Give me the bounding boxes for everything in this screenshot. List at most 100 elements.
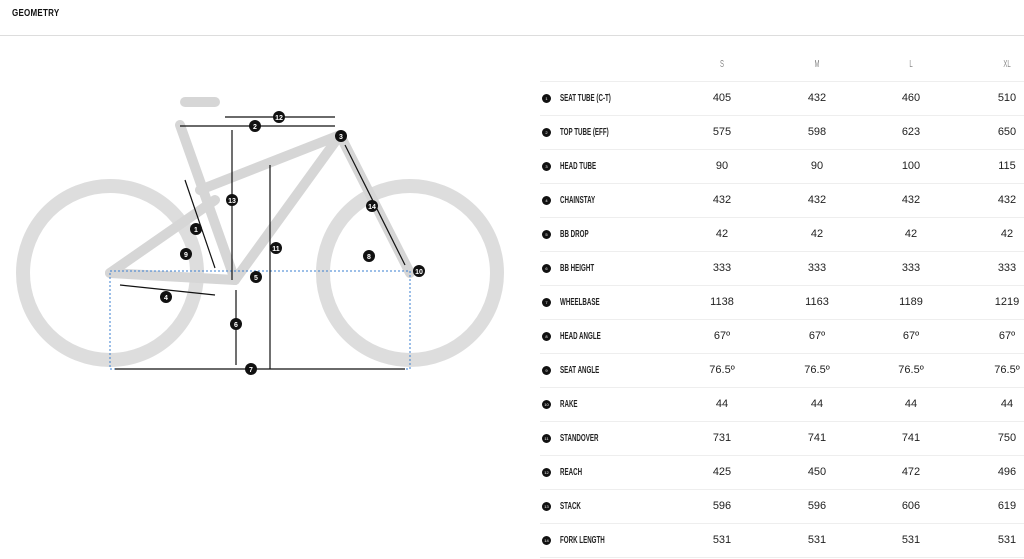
measurement-value: 90: [810, 160, 824, 172]
measurement-value: 67º: [808, 330, 826, 342]
measurement-value: 1189: [899, 296, 923, 308]
size-header: S: [719, 59, 724, 70]
number-badge: 3: [542, 162, 551, 171]
measurement-label: SEAT ANGLE: [560, 365, 600, 376]
number-badge: 13: [542, 502, 551, 511]
measurement-label: HEAD TUBE: [560, 161, 597, 172]
table-row: 2 TOP TUBE (EFF) 575 598 623 650: [540, 116, 1024, 150]
measurement-value: 333: [807, 262, 827, 274]
measurement-value: 650: [997, 126, 1017, 138]
table-row: 6 BB HEIGHT 333 333 333 333: [540, 252, 1024, 286]
measurement-value: 432: [807, 92, 827, 104]
measurement-label: REACH: [560, 467, 583, 478]
marker-number: 9: [184, 252, 188, 259]
measurement-value: 42: [715, 228, 729, 240]
measurement-value: 623: [901, 126, 921, 138]
marker-number: 7: [249, 367, 253, 374]
section-title: GEOMETRY: [12, 8, 60, 19]
diagram-marker: 13: [226, 194, 238, 206]
measurement-value: 741: [807, 432, 827, 444]
diagram-marker: 10: [413, 265, 425, 277]
number-badge: 2: [542, 128, 551, 137]
measurement-value: 731: [712, 432, 732, 444]
table-row: 3 HEAD TUBE 90 90 100 115: [540, 150, 1024, 184]
table-row: 11 STANDOVER 731 741 741 750: [540, 422, 1024, 456]
table-row: 1 SEAT TUBE (C-T) 405 432 460 510: [540, 82, 1024, 116]
diagram-marker: 11: [270, 242, 282, 254]
divider: [0, 35, 1024, 36]
measurement-value: 44: [715, 398, 729, 410]
measurement-value: 76.5º: [804, 364, 830, 376]
measurement-value: 432: [712, 194, 732, 206]
measurement-label: RAKE: [560, 399, 578, 410]
number-badge: 14: [542, 536, 551, 545]
measurement-value: 741: [901, 432, 921, 444]
measurement-label: CHAINSTAY: [560, 195, 596, 206]
measurement-label: BB HEIGHT: [560, 263, 595, 274]
number-badge: 8: [542, 332, 551, 341]
measurement-value: 606: [901, 500, 921, 512]
number-badge: 5: [542, 230, 551, 239]
table-row: 7 WHEELBASE 1138 1163 1189 1219: [540, 286, 1024, 320]
measurement-value: 333: [901, 262, 921, 274]
diagram-marker: 4: [160, 291, 172, 303]
measurement-label: BB DROP: [560, 229, 589, 240]
marker-number: 6: [234, 322, 238, 329]
measurement-value: 76.5º: [709, 364, 735, 376]
table-row: 9 SEAT ANGLE 76.5º 76.5º 76.5º 76.5º: [540, 354, 1024, 388]
measurement-value: 115: [998, 160, 1016, 172]
marker-number: 11: [272, 246, 280, 253]
table-row: 8 HEAD ANGLE 67º 67º 67º 67º: [540, 320, 1024, 354]
marker-number: 12: [275, 115, 283, 122]
measurement-label: SEAT TUBE (C-T): [560, 93, 611, 104]
measurement-value: 42: [904, 228, 918, 240]
measurement-value: 432: [901, 194, 921, 206]
marker-number: 2: [253, 124, 257, 131]
marker-number: 3: [339, 134, 343, 141]
measurement-label: TOP TUBE (EFF): [560, 127, 609, 138]
number-badge: 4: [542, 196, 551, 205]
measurement-label: STANDOVER: [560, 433, 599, 444]
measurement-value: 44: [1000, 398, 1014, 410]
marker-number: 10: [415, 269, 423, 276]
diagram-marker: 14: [366, 200, 378, 212]
table-row: 10 RAKE 44 44 44 44: [540, 388, 1024, 422]
table-row: 12 REACH 425 450 472 496: [540, 456, 1024, 490]
number-badge: 9: [542, 366, 551, 375]
measurement-value: 1219: [994, 296, 1020, 308]
marker-number: 13: [228, 198, 236, 205]
size-header: L: [909, 59, 913, 70]
marker-number: 4: [164, 295, 168, 302]
diagram-marker: 9: [180, 248, 192, 260]
diagram-marker: 1: [190, 223, 202, 235]
number-badge: 1: [542, 94, 551, 103]
measurement-value: 44: [904, 398, 918, 410]
measurement-value: 496: [997, 466, 1017, 478]
measurement-value: 67º: [998, 330, 1016, 342]
measurement-label: WHEELBASE: [560, 297, 600, 308]
measurement-value: 67º: [902, 330, 920, 342]
table-row: 4 CHAINSTAY 432 432 432 432: [540, 184, 1024, 218]
table-row: 14 FORK LENGTH 531 531 531 531: [540, 524, 1024, 558]
number-badge: 12: [542, 468, 551, 477]
diagram-marker: 6: [230, 318, 242, 330]
measurement-value: 619: [997, 500, 1017, 512]
measurement-value: 90: [715, 160, 729, 172]
measurement-value: 1163: [805, 296, 829, 308]
diagram-marker: 8: [363, 250, 375, 262]
measurement-value: 596: [712, 500, 732, 512]
measurement-value: 1138: [710, 296, 734, 308]
measurement-value: 333: [712, 262, 732, 274]
measurement-value: 472: [901, 466, 921, 478]
geometry-table: S M L XL 1 SEAT TUBE (C-T) 405 432 460 510 2 TO…: [540, 48, 1024, 558]
measurement-value: 76.5º: [994, 364, 1020, 376]
measurement-value: 44: [810, 398, 824, 410]
measurement-value: 598: [807, 126, 827, 138]
measurement-value: 432: [807, 194, 827, 206]
table-row: 5 BB DROP 42 42 42 42: [540, 218, 1024, 252]
measurement-value: 531: [997, 534, 1017, 546]
measurement-value: 100: [901, 160, 921, 172]
diagram-marker: 2: [249, 120, 261, 132]
measurement-value: 76.5º: [898, 364, 924, 376]
measurement-value: 460: [901, 92, 921, 104]
